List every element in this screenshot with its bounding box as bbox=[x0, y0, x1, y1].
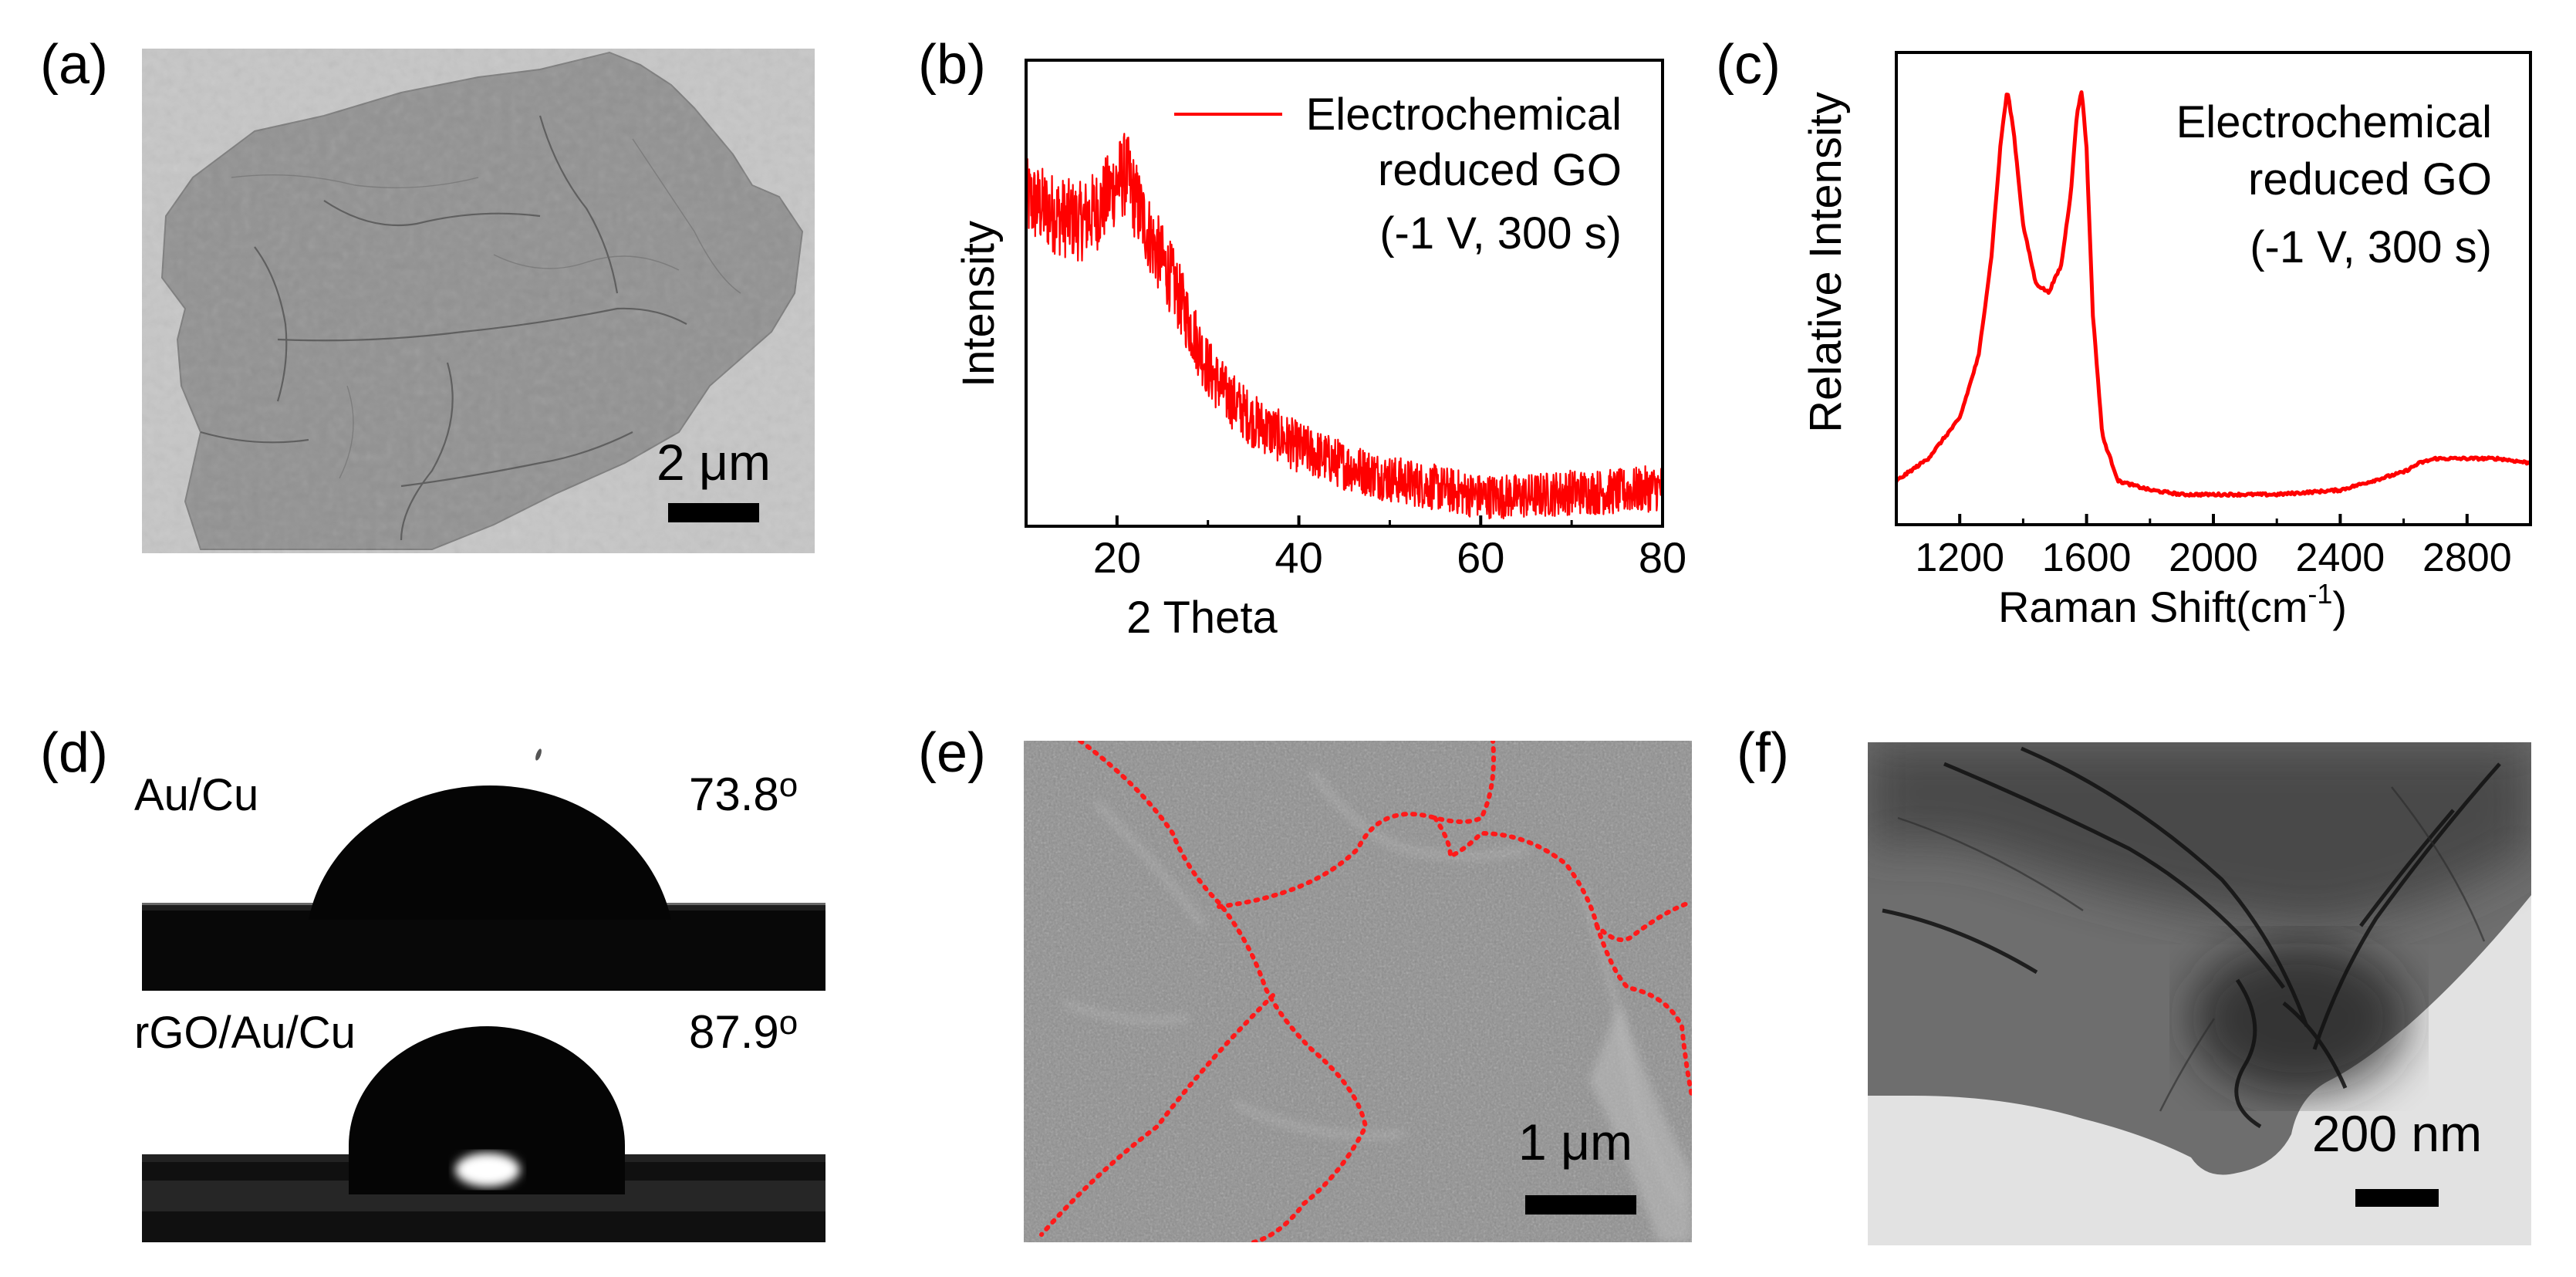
chart-c-tick-label: 2000 bbox=[2169, 535, 2258, 580]
chart-c-series-line bbox=[1894, 90, 2532, 498]
panel-c-label: (c) bbox=[1716, 34, 1781, 96]
chart-c-ylabel: Relative Intensity bbox=[1801, 92, 1851, 433]
chart-c-tick-label: 2800 bbox=[2422, 535, 2512, 580]
chart-c-xlabel-end: ) bbox=[2332, 583, 2347, 631]
panel-d-label: (d) bbox=[40, 722, 108, 784]
panel-a-image: 2 μm bbox=[142, 49, 815, 553]
panel-d-top-label: Au/Cu bbox=[134, 770, 258, 820]
chart-b-tick-label: 80 bbox=[1639, 533, 1686, 582]
chart-b-x-ticks: 20 40 60 80 bbox=[1025, 515, 1686, 582]
chart-c-x-ticks: 1200 1600 2000 2400 2800 bbox=[1895, 514, 2532, 580]
bottom-angle-value: 87.9 bbox=[689, 1006, 779, 1058]
chart-c-frame bbox=[1895, 51, 2532, 526]
droplet-highlight bbox=[455, 1153, 520, 1187]
panel-c: (c) Relative Intensity Raman Shift(cm-1)… bbox=[1716, 34, 2532, 631]
panel-a-scale-bar bbox=[668, 503, 759, 522]
chart-b-xlabel: 2 Theta bbox=[1126, 593, 1278, 643]
panel-e: (e) 1 μm bbox=[918, 722, 1692, 1242]
panel-a-scale-label: 2 μm bbox=[657, 434, 771, 491]
panel-d-bottom-image bbox=[142, 1019, 825, 1242]
chart-c-xlabel-main: Raman Shift(cm bbox=[1998, 583, 2308, 631]
chart-b-tick-label: 20 bbox=[1093, 533, 1141, 582]
panel-a: (a) 2 μm bbox=[40, 34, 815, 553]
panel-e-scale-bar bbox=[1525, 1195, 1636, 1215]
chart-b-ylabel: Intensity bbox=[954, 221, 1004, 387]
chart-c-annot-line3: (-1 V, 300 s) bbox=[2250, 222, 2492, 272]
top-angle-degree: o bbox=[779, 766, 798, 804]
panel-d: (d) Au/Cu 73.8o rGO/Au/Cu 87.9o bbox=[40, 722, 825, 1242]
flake-wrinkles bbox=[200, 115, 687, 541]
panel-e-scale-label: 1 μm bbox=[1518, 1113, 1632, 1171]
panel-a-label: (a) bbox=[40, 34, 108, 96]
panel-e-label: (e) bbox=[918, 722, 986, 784]
panel-f: (f) 200 nm bbox=[1737, 722, 2531, 1245]
chart-c-annot-line2: reduced GO bbox=[2248, 154, 2492, 204]
chart-b-legend-line3: (-1 V, 300 s) bbox=[1379, 208, 1622, 258]
au-cu-droplet bbox=[309, 785, 671, 920]
sheet-folds bbox=[1882, 746, 2501, 1129]
chart-b-legend-line1: Electrochemical bbox=[1306, 90, 1622, 140]
panel-f-scale-label: 200 nm bbox=[2312, 1105, 2482, 1162]
chart-b-tick-label: 60 bbox=[1457, 533, 1504, 582]
rgo-au-cu-droplet bbox=[349, 1026, 625, 1194]
panel-d-top-angle: 73.8o bbox=[689, 766, 798, 820]
panel-b: (b) Intensity 2 Theta 20 40 60 80 Electroch… bbox=[918, 34, 1686, 643]
panel-b-label: (b) bbox=[918, 34, 986, 96]
chart-c-tick-label: 1600 bbox=[2042, 535, 2132, 580]
chart-b-frame bbox=[1025, 59, 1664, 528]
panel-d-top-image bbox=[142, 748, 825, 991]
panel-f-scale-bar bbox=[2355, 1189, 2439, 1207]
chart-c-annot-line1: Electrochemical bbox=[2176, 97, 2492, 147]
chart-c-xlabel-sup: -1 bbox=[2308, 578, 2332, 610]
chart-b-legend-line2: reduced GO bbox=[1378, 145, 1622, 195]
panel-d-bottom-angle: 87.9o bbox=[689, 1004, 798, 1058]
panel-f-image: 200 nm bbox=[1868, 742, 2531, 1245]
top-angle-value: 73.8 bbox=[689, 769, 779, 820]
chart-c-xlabel: Raman Shift(cm-1) bbox=[1998, 578, 2347, 631]
chart-c-tick-label: 1200 bbox=[1915, 535, 2004, 580]
bottom-angle-degree: o bbox=[779, 1004, 798, 1042]
chart-b-tick-label: 40 bbox=[1274, 533, 1322, 582]
chart-b-series-line bbox=[1025, 133, 1663, 520]
panel-e-image: 1 μm bbox=[1024, 741, 1692, 1242]
grain-boundaries bbox=[1039, 741, 1692, 1242]
chart-c-tick-label: 2400 bbox=[2296, 535, 2385, 580]
panel-f-label: (f) bbox=[1737, 722, 1789, 784]
panel-d-bottom-label: rGO/Au/Cu bbox=[134, 1008, 356, 1058]
